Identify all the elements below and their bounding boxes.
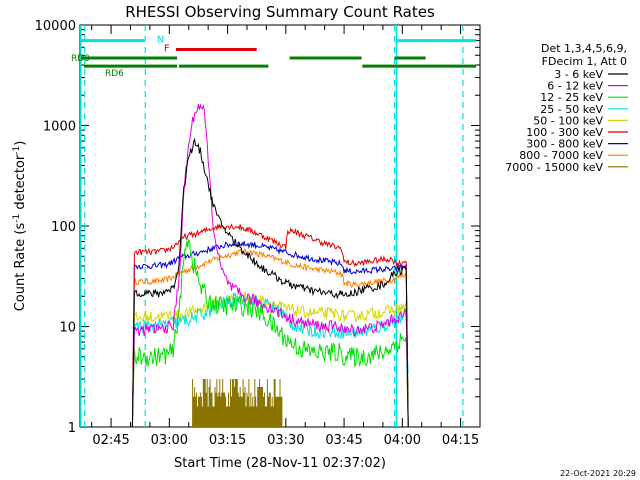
legend-label: 50 - 100 keV xyxy=(533,114,603,127)
y-axis: 1 10 100 1000 10000 xyxy=(35,19,480,436)
y-tick-label: 1000 xyxy=(43,120,76,135)
legend-label: 7000 - 15000 keV xyxy=(505,161,603,174)
rd0-bar-label: RD0 xyxy=(71,54,90,64)
legend: Det 1,3,4,5,6,9,FDecim 1, Att 03 - 6 keV… xyxy=(505,42,628,174)
series-line-300-800-kev xyxy=(131,240,409,428)
series-group xyxy=(131,103,409,428)
x-tick-label: 03:45 xyxy=(325,433,362,448)
legend-label: 800 - 7000 keV xyxy=(519,149,603,162)
series-line-800-7000-kev xyxy=(131,248,409,428)
series-spikes-7000-15000-kev xyxy=(192,379,283,427)
series-line-3-6-kev xyxy=(131,137,409,428)
legend-label: 300 - 800 keV xyxy=(526,138,603,151)
x-tick-label: 04:15 xyxy=(442,433,479,448)
legend-label: 3 - 6 keV xyxy=(554,68,603,81)
flare-bar-label: F xyxy=(164,44,170,55)
status-bars: NF RD0 RD6 xyxy=(71,25,477,427)
x-tick-label: 02:45 xyxy=(92,433,129,448)
series-line-100-300-kev xyxy=(131,223,409,428)
night-bar-label: N xyxy=(157,35,164,46)
x-axis-label: Start Time (28-Nov-11 02:37:02) xyxy=(174,456,386,471)
y-tick-label: 1 xyxy=(68,421,76,436)
legend-label: 25 - 50 keV xyxy=(540,103,603,116)
x-axis: 02:45 03:00 03:15 03:30 03:45 04:00 04:15 xyxy=(91,25,481,448)
rd6-bar-label: RD6 xyxy=(105,69,124,79)
x-tick-label: 03:30 xyxy=(267,433,304,448)
x-tick-label: 03:15 xyxy=(209,433,246,448)
chart-title: RHESSI Observing Summary Count Rates xyxy=(125,3,435,21)
y-tick-label: 10000 xyxy=(35,19,76,34)
legend-label: 12 - 25 keV xyxy=(540,91,603,104)
x-tick-label: 04:00 xyxy=(384,433,421,448)
series-line-6-12-kev xyxy=(131,103,409,428)
y-tick-label: 100 xyxy=(51,220,76,235)
series-line-12-25-kev xyxy=(131,239,409,428)
legend-label: 6 - 12 keV xyxy=(547,80,603,93)
plot-frame xyxy=(79,24,481,428)
legend-header-line-1: Det 1,3,4,5,6,9, xyxy=(541,42,627,55)
legend-label: 100 - 300 keV xyxy=(526,126,603,139)
footer-date: 22-Oct-2021 20:29 xyxy=(560,469,636,478)
y-tick-label: 10 xyxy=(59,321,76,336)
x-tick-label: 03:00 xyxy=(151,433,188,448)
y-axis-label: Count Rate (s-1 detector-1) xyxy=(12,141,28,312)
legend-header-line-2: FDecim 1, Att 0 xyxy=(542,55,627,68)
